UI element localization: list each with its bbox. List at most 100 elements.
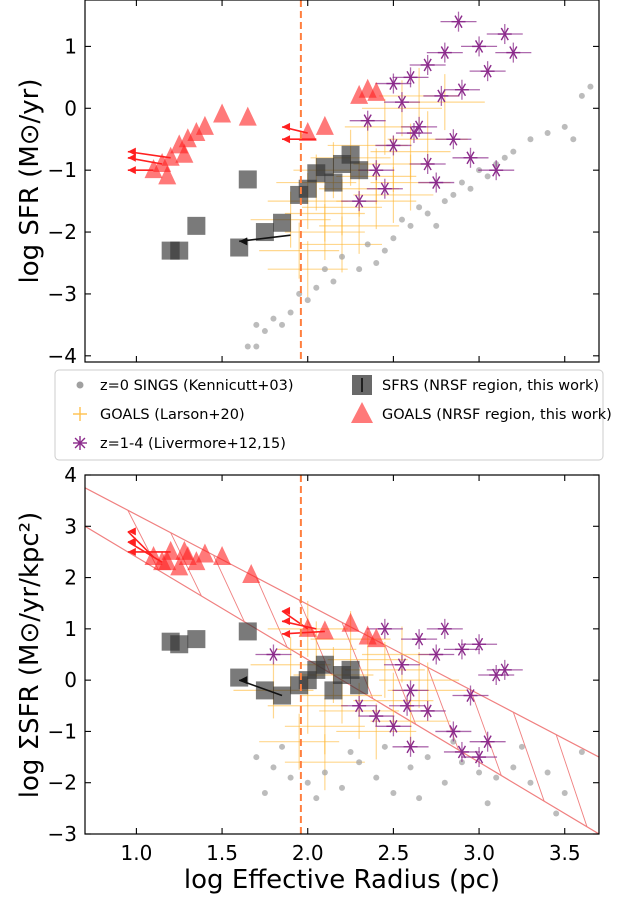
sings-point (527, 136, 534, 143)
sings-point (304, 297, 311, 304)
sfrs-square (290, 676, 309, 695)
sings-point (450, 738, 457, 745)
sings-point (458, 179, 465, 186)
sings-point (407, 764, 414, 771)
sings-point (390, 235, 397, 242)
sfrs-square (315, 158, 334, 177)
goals-this-triangle (175, 143, 194, 163)
y-tick-label: −2 (48, 220, 77, 244)
band-hatch (470, 689, 502, 776)
legend-box (54, 369, 604, 461)
sfrs-square (273, 213, 292, 232)
sings-point (527, 779, 534, 786)
goals-this-triangle (367, 81, 386, 101)
livermore-point (383, 92, 420, 113)
goals-larson-point (379, 652, 460, 709)
livermore-point (440, 11, 477, 32)
sfrs-square (350, 676, 369, 695)
top-axes-frame (84, 0, 600, 363)
sfrs-square (238, 170, 257, 189)
y-tick-label: 1 (64, 617, 77, 641)
livermore-point (461, 36, 498, 57)
band-hatch (213, 554, 245, 622)
livermore-point (426, 618, 463, 639)
sings-point (321, 266, 328, 273)
top-x-axis (135, 0, 566, 362)
sings-point (578, 92, 585, 99)
sings-point (339, 253, 345, 260)
goals-this-triangle (170, 556, 189, 576)
goals-this-triangle (367, 628, 386, 648)
sings-point (510, 148, 517, 155)
livermore-point (435, 721, 472, 742)
legend-item: z=0 SINGS (Kennicutt+03) (76, 378, 294, 394)
livermore-point (486, 659, 523, 680)
sfrs-square (238, 622, 257, 641)
sings-point (253, 321, 260, 328)
sfrs-square (170, 241, 189, 260)
band-hatch (255, 577, 288, 648)
goals-larson-point (284, 734, 365, 791)
top-y-axis: −4 −3 −2 −1 0 1 (48, 34, 599, 368)
sings-point (321, 769, 328, 776)
goals-this-triangle (158, 551, 177, 571)
sfrs-square (315, 655, 334, 674)
sings-point (313, 795, 320, 802)
sings-point (407, 222, 414, 229)
livermore-point (392, 736, 429, 757)
sings-point (441, 198, 448, 205)
sings-point (279, 743, 286, 750)
livermore-point (409, 700, 446, 721)
livermore-point (426, 42, 463, 63)
bottom-y-axis: −3 −2 −1 0 1 2 3 4 (48, 463, 599, 846)
sings-point (339, 784, 345, 791)
livermore-point (341, 191, 378, 212)
bottom-axes-frame (84, 474, 600, 835)
goals-this-triangle (187, 122, 206, 142)
sings-point (587, 83, 594, 90)
livermore-point (478, 665, 515, 686)
y-tick-label: 4 (64, 463, 77, 487)
livermore-point (495, 42, 532, 63)
sings-point (416, 204, 423, 211)
livermore-point (341, 695, 378, 716)
sings-point (373, 774, 380, 781)
x-tick-label: 1.0 (120, 841, 152, 865)
sings-point (424, 754, 431, 761)
y-tick-label: 3 (64, 514, 77, 538)
band-hatch (555, 734, 588, 827)
sings-point (518, 743, 525, 750)
top-y-axis-label: log SFR (M⊙/yr) (15, 78, 45, 283)
sings-point (279, 321, 286, 328)
livermore-point (461, 634, 498, 655)
sfrs-square (255, 223, 274, 242)
legend-item: z=1-4 (Livermore+12,15) (73, 436, 286, 452)
bottom-plot-area (85, 475, 599, 834)
sings-point (553, 810, 560, 817)
livermore-point (486, 24, 523, 45)
y-tick-label: 0 (64, 96, 77, 120)
sings-point (347, 748, 354, 755)
top-plot-area (127, 0, 594, 362)
goals-this-triangle (158, 165, 177, 185)
goals-this-triangle (315, 620, 334, 640)
band-hatch (512, 712, 545, 802)
x-axis-label: log Effective Radius (pc) (184, 865, 500, 895)
legend-label: SFRS (NRSF region, this work) (382, 378, 599, 394)
livermore-point (366, 178, 403, 199)
y-tick-label: 0 (64, 668, 77, 692)
goals-this-triangle (242, 564, 261, 584)
top-panel: −4 −3 −2 −1 0 1 log SFR (M⊙/yr) (15, 0, 600, 368)
livermore-point (375, 73, 412, 94)
goals-larson-point (267, 241, 348, 298)
goals-larson-point (353, 166, 434, 223)
sings-point (261, 789, 268, 796)
sings-point (433, 222, 440, 229)
livermore-point (392, 680, 429, 701)
livermore-point (375, 135, 412, 156)
sings-point (244, 343, 251, 350)
sings-point (544, 769, 551, 776)
goals-this-triangle (213, 103, 232, 123)
sings-point (450, 191, 457, 198)
livermore-point (469, 61, 506, 82)
